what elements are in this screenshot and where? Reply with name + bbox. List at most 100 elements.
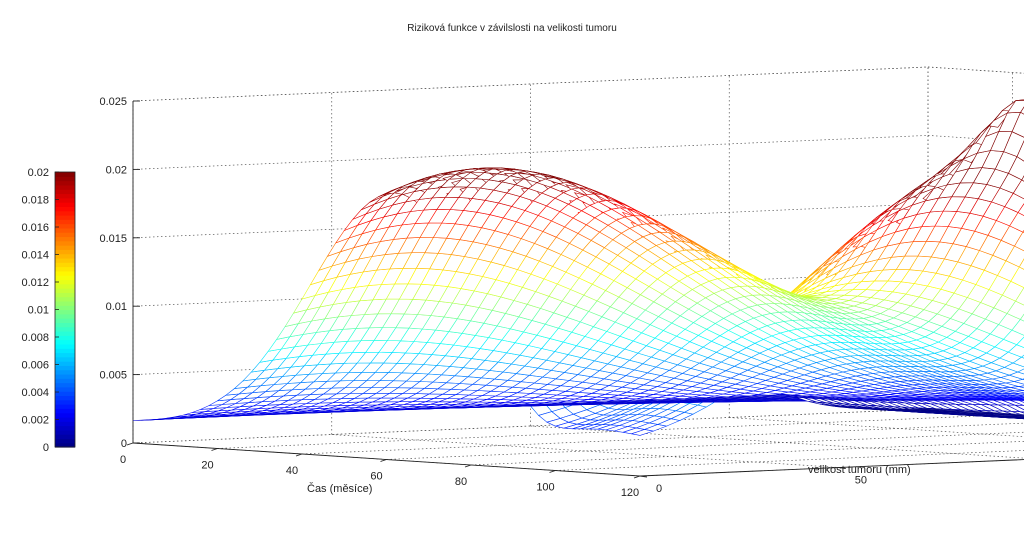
colorbar-segment: [55, 416, 75, 422]
colorbar-segment: [55, 184, 75, 190]
colorbar-segment: [55, 352, 75, 358]
colorbar-segment: [55, 330, 75, 336]
surface-cell: [1005, 245, 1024, 268]
y-tick-label: 0: [656, 483, 662, 495]
colorbar-segment: [55, 408, 75, 414]
surface-cell: [1012, 356, 1024, 368]
surface-cell: [1013, 378, 1024, 385]
surface-cell: [1006, 404, 1024, 413]
surface-cell: [1002, 329, 1024, 346]
colorbar-segment: [55, 206, 75, 212]
colorbar-segment: [55, 348, 75, 354]
axis-ticks: 02040608010012005010015020000.0050.010.0…: [99, 96, 867, 499]
colorbar: 0 0.002 0.004 0.006 0.008 0.01 0.012 0.014 0.016…: [21, 167, 76, 454]
z-tick-label: 0: [121, 438, 127, 450]
colorbar-segment: [55, 288, 75, 293]
grid-line: [132, 135, 929, 170]
surface-cell: [1014, 231, 1024, 252]
surface-cell: [1006, 390, 1024, 395]
surface-cell: [1008, 395, 1024, 398]
colorbar-segment: [55, 421, 75, 427]
colorbar-segment: [55, 382, 75, 388]
colorbar-tick-label: 0.012: [21, 277, 49, 289]
colorbar-segment: [55, 425, 75, 431]
colorbar-segment: [55, 227, 75, 233]
colorbar-segment: [55, 438, 75, 444]
colorbar-segment: [55, 189, 75, 195]
colorbar-segment: [55, 434, 75, 440]
colorbar-segment: [55, 318, 75, 323]
surface-cell: [1019, 416, 1024, 418]
surface-cell: [1020, 354, 1024, 359]
colorbar-segment: [55, 395, 75, 401]
colorbar-segment: [55, 270, 75, 276]
surface-cell: [1007, 344, 1024, 358]
colorbar-segment: [55, 223, 75, 229]
colorbar-segment: [55, 365, 75, 371]
colorbar-segment: [55, 279, 75, 285]
colorbar-tick-label: 0.008: [21, 332, 49, 344]
grid-line: [301, 422, 1024, 455]
z-tick-label: 0.02: [106, 164, 127, 176]
surface-cell: [1012, 179, 1024, 200]
surface-cell: [1016, 336, 1024, 348]
colorbar-tick-label: 0.002: [21, 415, 49, 427]
grid-line: [331, 434, 839, 468]
surface-cell: [1011, 111, 1024, 138]
colorbar-segment: [55, 180, 75, 186]
box-edge: [927, 66, 1024, 74]
colorbar-segment: [55, 283, 75, 289]
z-tick-label: 0.005: [99, 370, 127, 382]
surface-cell: [1011, 319, 1024, 336]
surface-cell: [1010, 386, 1024, 391]
x-tick-mark: [380, 459, 387, 462]
colorbar-tick-label: 0.02: [28, 167, 49, 179]
surface-cell: [1008, 156, 1024, 181]
grid-line: [530, 425, 1024, 459]
colorbar-segment: [55, 373, 75, 379]
surface-cell: [1004, 396, 1024, 400]
grid-line: [927, 66, 1024, 74]
surface-cell: [1019, 411, 1024, 414]
surface-cell: [1015, 404, 1024, 411]
x-tick-label: 80: [455, 476, 467, 488]
surface-cell: [1015, 287, 1024, 306]
surface-cell: [1018, 400, 1024, 403]
colorbar-segment: [55, 240, 75, 246]
grid-line: [470, 440, 1024, 466]
colorbar-segment: [55, 378, 75, 384]
surface-cell: [1009, 212, 1024, 233]
surface-cell: [1021, 175, 1024, 182]
grid-line: [729, 417, 1024, 438]
colorbar-segment: [55, 296, 75, 302]
colorbar-segment: [55, 172, 75, 177]
colorbar-segment: [55, 245, 75, 250]
colorbar-segment: [55, 210, 75, 216]
colorbar-segment: [55, 197, 75, 203]
surface-cell: [1016, 140, 1024, 162]
colorbar-segment: [55, 219, 75, 225]
surface-cell: [1018, 417, 1024, 419]
colorbar-segment: [55, 369, 75, 375]
surface-cell: [1016, 395, 1024, 398]
grid-line: [132, 408, 929, 444]
colorbar-tick-label: 0.006: [21, 360, 49, 372]
z-tick-label: 0.025: [99, 96, 127, 108]
surface-cell: [1021, 397, 1024, 399]
surface-mesh: [132, 99, 1024, 436]
colorbar-segment: [55, 399, 75, 405]
colorbar-segment: [55, 335, 75, 341]
colorbar-segment: [55, 253, 75, 259]
colorbar-segment: [55, 343, 75, 349]
colorbar-segment: [55, 292, 75, 298]
colorbar-tick-label: 0.014: [21, 250, 49, 262]
x-tick-label: 20: [201, 460, 213, 472]
y-tick-mark: [639, 475, 648, 478]
colorbar-segment: [55, 339, 75, 345]
colorbar-segment: [55, 309, 75, 315]
surface-cell: [1018, 385, 1024, 389]
surface-cell: [1008, 371, 1024, 380]
colorbar-tick-label: 0.004: [21, 387, 49, 399]
y-axis-label: velikost tumoru (mm): [808, 464, 911, 476]
